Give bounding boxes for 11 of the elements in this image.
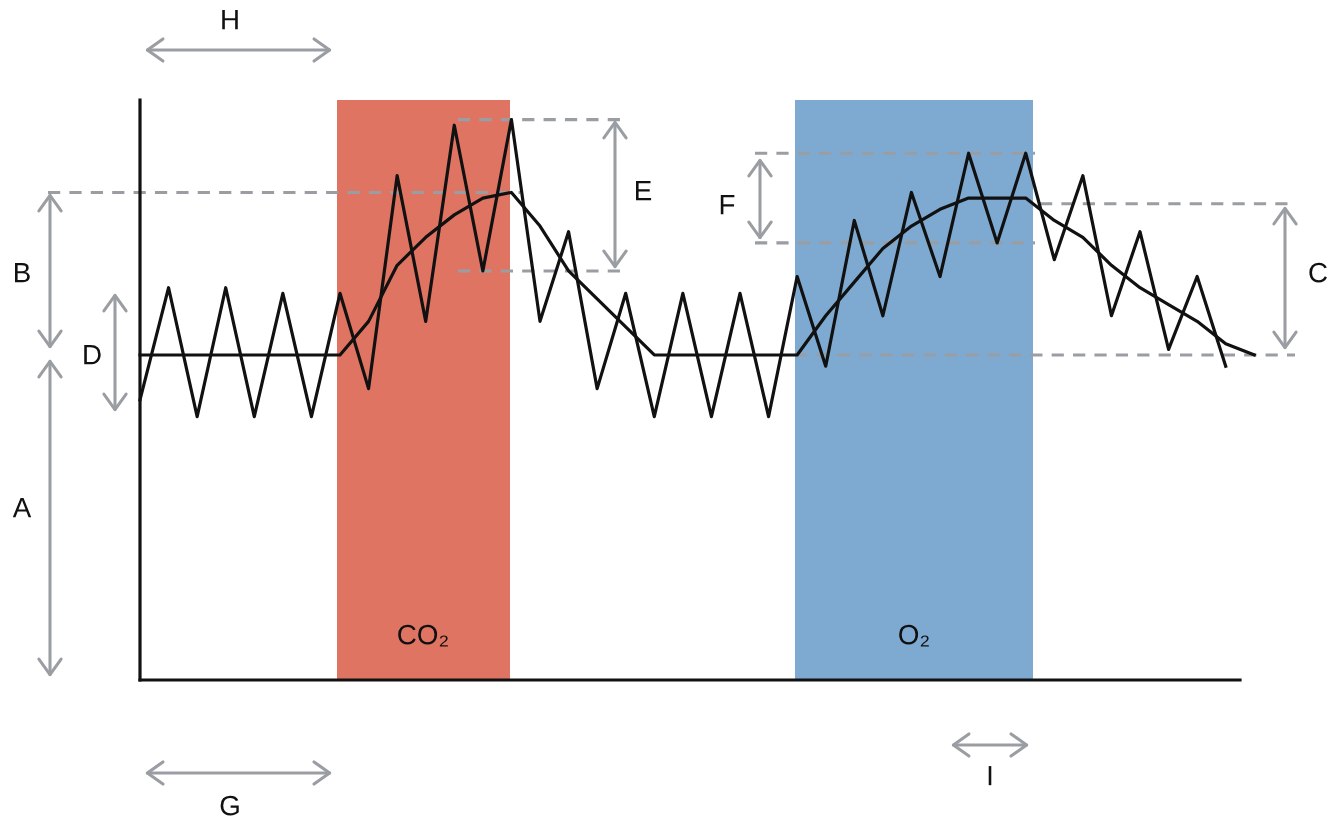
text: I [988, 766, 992, 786]
text: C [1309, 262, 1327, 283]
annotation: F [720, 195, 735, 215]
text: G [220, 795, 239, 816]
text: A [12, 498, 32, 518]
text: D [84, 345, 101, 365]
text: H [222, 10, 238, 30]
annotation: CO₂ [398, 624, 448, 647]
text: B [15, 263, 30, 283]
annotation: E [636, 181, 652, 201]
annotation: O₂ [899, 624, 929, 647]
